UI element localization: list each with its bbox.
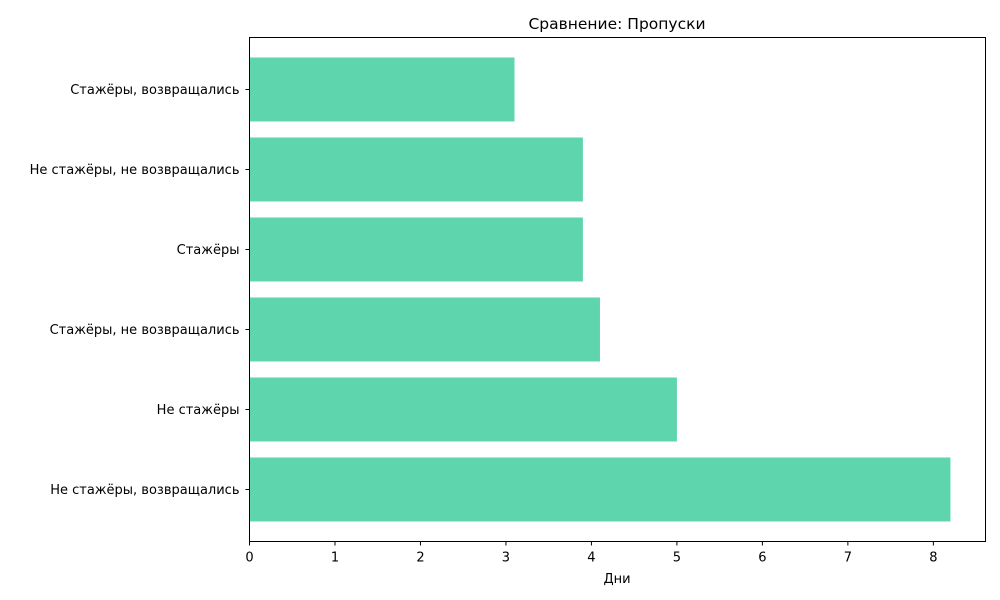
y-tick-label: Стажёры: [177, 243, 240, 258]
y-tick-label: Не стажёры: [157, 403, 240, 418]
bar-0: [249, 57, 515, 122]
chart-title: Сравнение: Пропуски: [528, 15, 705, 33]
y-tick-label: Стажёры, не возвращались: [50, 323, 240, 338]
x-tick-label: 2: [416, 551, 424, 566]
bars-group: [249, 57, 951, 522]
y-tick-label: Не стажёры, не возвращались: [30, 163, 240, 178]
plot-frame: [249, 37, 986, 542]
x-tick-label: 0: [245, 551, 253, 566]
x-tick-label: 6: [758, 551, 766, 566]
bar-1: [249, 137, 583, 202]
bar-3: [249, 297, 600, 362]
x-tick-label: 5: [673, 551, 681, 566]
x-tick-label: 1: [331, 551, 339, 566]
x-axis-ticks: 0 1 2 3 4 5 6 7 8: [245, 541, 937, 566]
y-tick-label: Не стажёры, возвращались: [50, 483, 239, 498]
x-axis-label: Дни: [603, 572, 630, 587]
x-tick-label: 8: [929, 551, 937, 566]
x-tick-label: 7: [844, 551, 852, 566]
x-tick-label: 4: [587, 551, 595, 566]
bar-4: [249, 377, 677, 442]
y-axis-ticks: Стажёры, возвращались Не стажёры, не возв…: [30, 83, 250, 498]
x-tick-label: 3: [502, 551, 510, 566]
bar-2: [249, 217, 583, 282]
bar-5: [249, 457, 951, 522]
y-tick-label: Стажёры, возвращались: [70, 83, 239, 98]
